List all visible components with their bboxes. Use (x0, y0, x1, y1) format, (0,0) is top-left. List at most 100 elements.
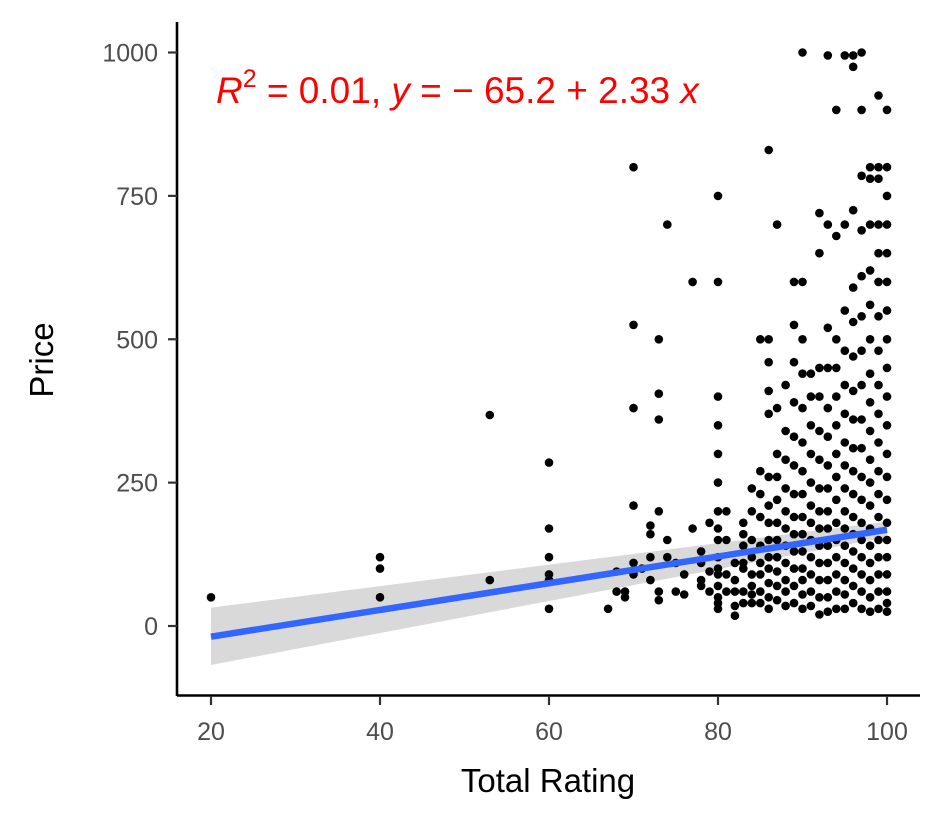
data-point (882, 570, 892, 579)
data-point (806, 570, 816, 579)
data-point (865, 369, 875, 379)
data-point (823, 607, 833, 616)
data-point (781, 558, 790, 568)
data-point (730, 575, 740, 585)
data-point (882, 306, 892, 315)
data-point (789, 398, 799, 407)
data-point (815, 558, 824, 568)
data-point (646, 529, 655, 539)
data-point (646, 552, 655, 562)
data-point (882, 607, 892, 616)
data-point (789, 512, 799, 522)
data-point (747, 507, 757, 516)
data-point (882, 598, 892, 608)
data-point (840, 380, 850, 390)
data-point (764, 472, 773, 482)
data-point (772, 495, 782, 505)
data-point (544, 552, 554, 562)
data-point (874, 604, 883, 614)
data-point (882, 191, 892, 201)
data-point (713, 535, 723, 545)
data-point (874, 570, 883, 579)
data-point (739, 587, 748, 596)
data-point (206, 593, 216, 602)
data-point (815, 575, 824, 585)
data-point (865, 426, 875, 436)
data-point (629, 558, 638, 568)
data-point (882, 552, 892, 562)
data-point (840, 346, 850, 356)
data-point (848, 283, 858, 292)
data-point (679, 570, 689, 579)
data-point (713, 392, 723, 401)
data-point (815, 610, 824, 619)
data-point (857, 271, 866, 281)
data-point (823, 541, 833, 550)
data-point (713, 449, 723, 459)
data-point (772, 403, 782, 413)
data-point (806, 421, 816, 430)
data-point (823, 363, 833, 373)
data-point (764, 578, 773, 588)
x-tick-label: 20 (197, 718, 225, 746)
data-point (705, 587, 714, 596)
data-point (772, 220, 782, 229)
data-point (654, 415, 664, 424)
data-point (688, 524, 697, 533)
data-point (806, 552, 816, 562)
data-point (739, 541, 748, 550)
data-point (848, 317, 858, 327)
data-point (874, 248, 883, 258)
data-point (696, 581, 706, 591)
data-point (789, 277, 799, 287)
data-point (663, 552, 672, 562)
data-point (857, 472, 866, 482)
data-point (832, 587, 841, 596)
data-point (865, 478, 875, 487)
data-point (865, 300, 875, 310)
data-point (848, 205, 858, 215)
data-point (815, 593, 824, 602)
data-point (857, 552, 866, 562)
data-point (865, 593, 875, 602)
data-point (840, 51, 850, 60)
data-point (713, 478, 723, 487)
data-point (789, 564, 799, 573)
data-point (882, 518, 892, 528)
data-point (857, 380, 866, 390)
data-point (713, 191, 723, 201)
data-point (874, 91, 883, 100)
data-point (882, 105, 892, 115)
data-point (865, 398, 875, 407)
data-point (832, 552, 841, 562)
data-point (848, 512, 858, 522)
data-point (840, 484, 850, 493)
data-point (832, 392, 841, 401)
data-point (789, 320, 799, 330)
data-point (747, 581, 757, 591)
data-point (798, 438, 807, 447)
data-point (815, 392, 824, 401)
y-axis-title: Price (23, 322, 60, 397)
data-point (823, 51, 833, 60)
data-point (882, 392, 892, 401)
data-point (848, 598, 858, 608)
data-point (815, 426, 824, 436)
data-point (764, 564, 773, 573)
data-point (756, 512, 765, 522)
data-point (485, 410, 495, 420)
data-point (798, 466, 807, 476)
data-point (815, 524, 824, 533)
data-point (781, 455, 790, 465)
data-point (857, 48, 866, 57)
data-point (747, 590, 757, 599)
regression-line-layer (210, 526, 888, 640)
data-point (832, 335, 841, 344)
data-point (832, 105, 841, 115)
data-point (772, 595, 782, 605)
data-point (629, 501, 638, 510)
data-point (798, 512, 807, 522)
x-tick-label: 60 (535, 718, 563, 746)
data-point (620, 587, 630, 596)
data-point (485, 575, 495, 585)
